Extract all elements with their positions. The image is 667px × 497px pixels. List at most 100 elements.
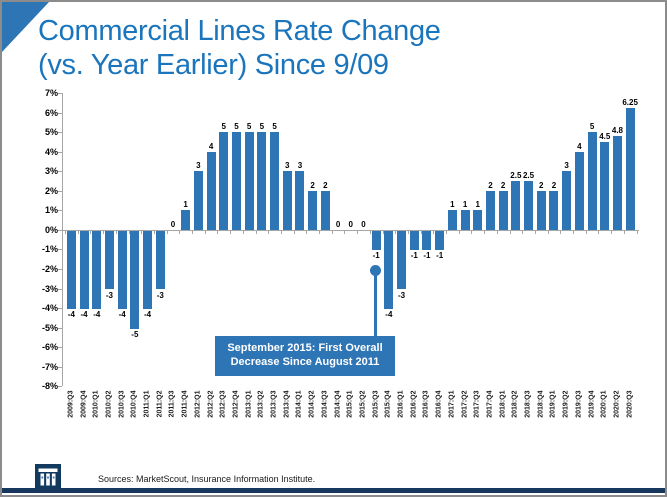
x-axis-tick — [268, 230, 270, 234]
bar — [536, 190, 546, 230]
y-axis-line — [62, 93, 63, 387]
bar — [485, 190, 495, 230]
bar-value-label: 2 — [488, 180, 493, 190]
x-axis-tick — [77, 230, 79, 234]
bar — [270, 132, 280, 230]
x-axis-label: 2014:Q3 — [321, 390, 329, 418]
x-axis-tick — [357, 230, 359, 234]
bar-value-label: -5 — [131, 329, 139, 339]
bar-value-label: 1 — [183, 200, 188, 210]
bar — [549, 190, 559, 230]
x-axis-label: 2018:Q4 — [537, 390, 545, 418]
x-axis-tick — [280, 230, 282, 234]
y-axis-tick — [58, 327, 62, 329]
bar-value-label: 2.5 — [510, 170, 522, 180]
x-axis-label: 2009:Q3 — [67, 390, 75, 418]
bar-value-label: -4 — [80, 310, 88, 320]
bar-value-label: -1 — [410, 251, 418, 261]
x-axis-tick — [420, 230, 422, 234]
bar — [181, 210, 191, 230]
y-axis-label: -8% — [41, 381, 58, 392]
callout-marker-dot — [370, 265, 381, 276]
title-line-2: (vs. Year Earlier) Since 9/09 — [38, 49, 389, 81]
x-axis-label: 2017:Q4 — [486, 390, 494, 418]
x-axis-label: 2012:Q1 — [194, 390, 202, 418]
bar — [511, 180, 521, 230]
x-axis-tick — [433, 230, 435, 234]
x-axis-label: 2013:Q2 — [257, 390, 265, 418]
bar — [104, 230, 114, 290]
y-axis-tick — [58, 229, 62, 231]
bar-value-label: -4 — [143, 310, 152, 320]
x-axis-label: 2014:Q1 — [295, 390, 303, 418]
x-axis-tick — [293, 230, 295, 234]
y-axis-label: -5% — [41, 322, 58, 333]
bar — [600, 141, 610, 230]
bar — [308, 190, 318, 230]
y-axis-label: -2% — [41, 263, 58, 274]
x-axis-label: 2011:Q4 — [181, 390, 189, 418]
x-axis-label: 2014:Q4 — [334, 390, 342, 418]
title-line-1: Commercial Lines Rate Change — [38, 15, 441, 47]
bar-value-label: 0 — [335, 219, 341, 229]
bar-value-label: 0 — [170, 219, 176, 229]
x-axis-label: 2019:Q1 — [549, 390, 557, 418]
bar — [66, 230, 76, 310]
y-axis-label: 7% — [44, 88, 58, 98]
x-axis-tick — [369, 230, 371, 234]
bar — [231, 132, 241, 230]
x-axis-label: 2010:Q1 — [92, 390, 100, 418]
x-axis-tick — [496, 230, 498, 234]
bar — [574, 151, 584, 230]
bar-value-label: -1 — [423, 251, 431, 261]
x-axis-tick — [166, 230, 168, 234]
bar — [92, 230, 102, 310]
bar-value-label: 1 — [462, 200, 468, 210]
x-axis-tick — [192, 230, 193, 234]
bar — [460, 210, 470, 230]
bar — [193, 171, 203, 230]
y-axis-tick — [58, 347, 62, 349]
bar-value-label: -1 — [436, 251, 444, 261]
x-axis-tick — [103, 230, 105, 234]
y-axis-tick — [58, 171, 62, 173]
x-axis-tick — [547, 230, 549, 234]
bar-value-label: 5 — [234, 122, 239, 132]
y-axis-label: 6% — [44, 107, 58, 118]
x-axis-tick — [636, 230, 638, 234]
bar-value-label: -1 — [372, 251, 380, 261]
bar-value-label: 6.25 — [622, 97, 638, 107]
bar-value-label: 5 — [272, 122, 277, 132]
x-axis-tick — [573, 230, 574, 234]
bar-value-label: 5 — [259, 122, 265, 132]
x-axis-label: 2010:Q3 — [118, 390, 126, 418]
bar — [498, 190, 508, 230]
x-axis-tick — [509, 230, 511, 234]
bar-value-label: 4.8 — [611, 126, 623, 135]
x-axis-tick — [141, 230, 143, 234]
x-axis-tick — [484, 230, 486, 234]
page-title: Commercial Lines Rate Change (vs. Year E… — [38, 14, 638, 82]
x-axis-tick — [382, 230, 384, 234]
x-axis-tick — [204, 230, 206, 234]
x-axis-label: 2017:Q2 — [461, 390, 469, 418]
y-axis-label: 4% — [44, 146, 58, 157]
bar — [562, 171, 572, 230]
y-axis-tick — [58, 210, 62, 212]
y-axis-label: -1% — [41, 244, 58, 255]
x-axis-tick — [255, 230, 257, 234]
bar — [143, 230, 153, 310]
iii-logo — [35, 464, 61, 490]
x-axis-label: 2019:Q2 — [562, 390, 570, 418]
x-axis-label: 2016:Q4 — [435, 390, 443, 418]
x-axis-tick — [534, 230, 536, 234]
x-axis-tick — [230, 230, 232, 234]
x-axis-label: 2018:Q2 — [511, 390, 519, 418]
x-axis-label: 2011:Q2 — [156, 390, 164, 418]
x-axis-tick — [585, 230, 587, 234]
bar-value-label: 2 — [551, 180, 557, 190]
x-axis-tick — [319, 230, 320, 234]
bar-value-label: 2 — [310, 180, 315, 190]
y-axis-label: -4% — [41, 303, 58, 314]
